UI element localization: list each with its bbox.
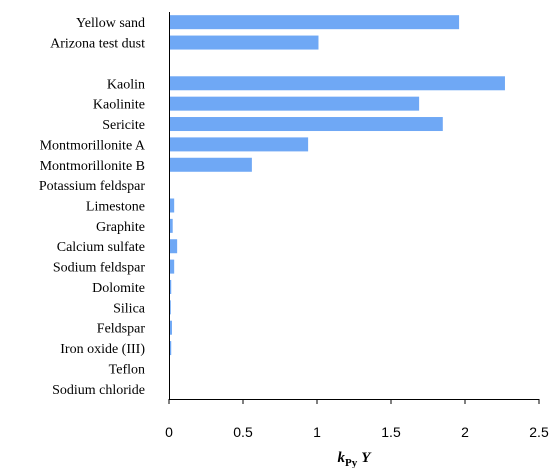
x-tick-label-4: 2 <box>461 424 469 440</box>
x-axis-title-tail: Y <box>361 450 372 466</box>
x-axis-title: kPy Y <box>338 450 373 468</box>
category-label-13: Dolomite <box>92 281 145 296</box>
category-label-14: Silica <box>113 301 146 316</box>
x-tick-label-0: 0 <box>165 424 173 440</box>
x-axis-title-main: k <box>338 450 346 466</box>
category-label-1: Arizona test dust <box>50 37 145 52</box>
bar-11 <box>169 239 178 254</box>
bar-7 <box>169 157 252 172</box>
x-axis-title-subscript: Py <box>345 457 358 468</box>
x-tick-label-5: 2.5 <box>529 424 549 440</box>
bar-13 <box>169 279 172 294</box>
category-label-5: Sericite <box>102 118 145 133</box>
bars-group <box>169 15 505 396</box>
category-label-7: Montmorillonite B <box>40 159 145 174</box>
category-label-6: Montmorillonite A <box>40 138 146 153</box>
category-label-15: Feldspar <box>97 322 146 337</box>
category-label-4: Kaolinite <box>93 98 145 113</box>
x-tick-label-3: 1.5 <box>381 424 401 440</box>
bar-12 <box>169 259 175 274</box>
bar-6 <box>169 137 309 152</box>
bar-4 <box>169 96 420 111</box>
category-label-16: Iron oxide (III) <box>60 342 145 357</box>
x-tick-label-1: 0.5 <box>233 424 253 440</box>
category-label-12: Sodium feldspar <box>53 261 145 276</box>
bar-9 <box>169 198 175 213</box>
bar-1 <box>169 35 319 50</box>
bar-5 <box>169 117 443 132</box>
bar-3 <box>169 76 505 91</box>
category-label-9: Limestone <box>86 200 145 215</box>
category-label-0: Yellow sand <box>76 16 145 31</box>
category-label-3: Kaolin <box>107 77 145 92</box>
bar-0 <box>169 15 460 30</box>
bar-10 <box>169 218 173 233</box>
category-label-11: Calcium sulfate <box>57 240 145 255</box>
bar-16 <box>169 341 172 356</box>
category-label-10: Graphite <box>96 220 145 235</box>
category-label-18: Sodium chloride <box>52 383 145 398</box>
bar-15 <box>169 320 172 335</box>
x-tick-label-2: 1 <box>313 424 321 440</box>
category-label-17: Teflon <box>109 362 145 377</box>
category-labels-group: Yellow sand Arizona test dust Kaolin Kaolin… <box>39 16 146 398</box>
x-ticks-group: 0 0.5 1 1.5 2 2.5 <box>165 399 549 440</box>
category-label-8: Potassium feldspar <box>39 179 145 194</box>
